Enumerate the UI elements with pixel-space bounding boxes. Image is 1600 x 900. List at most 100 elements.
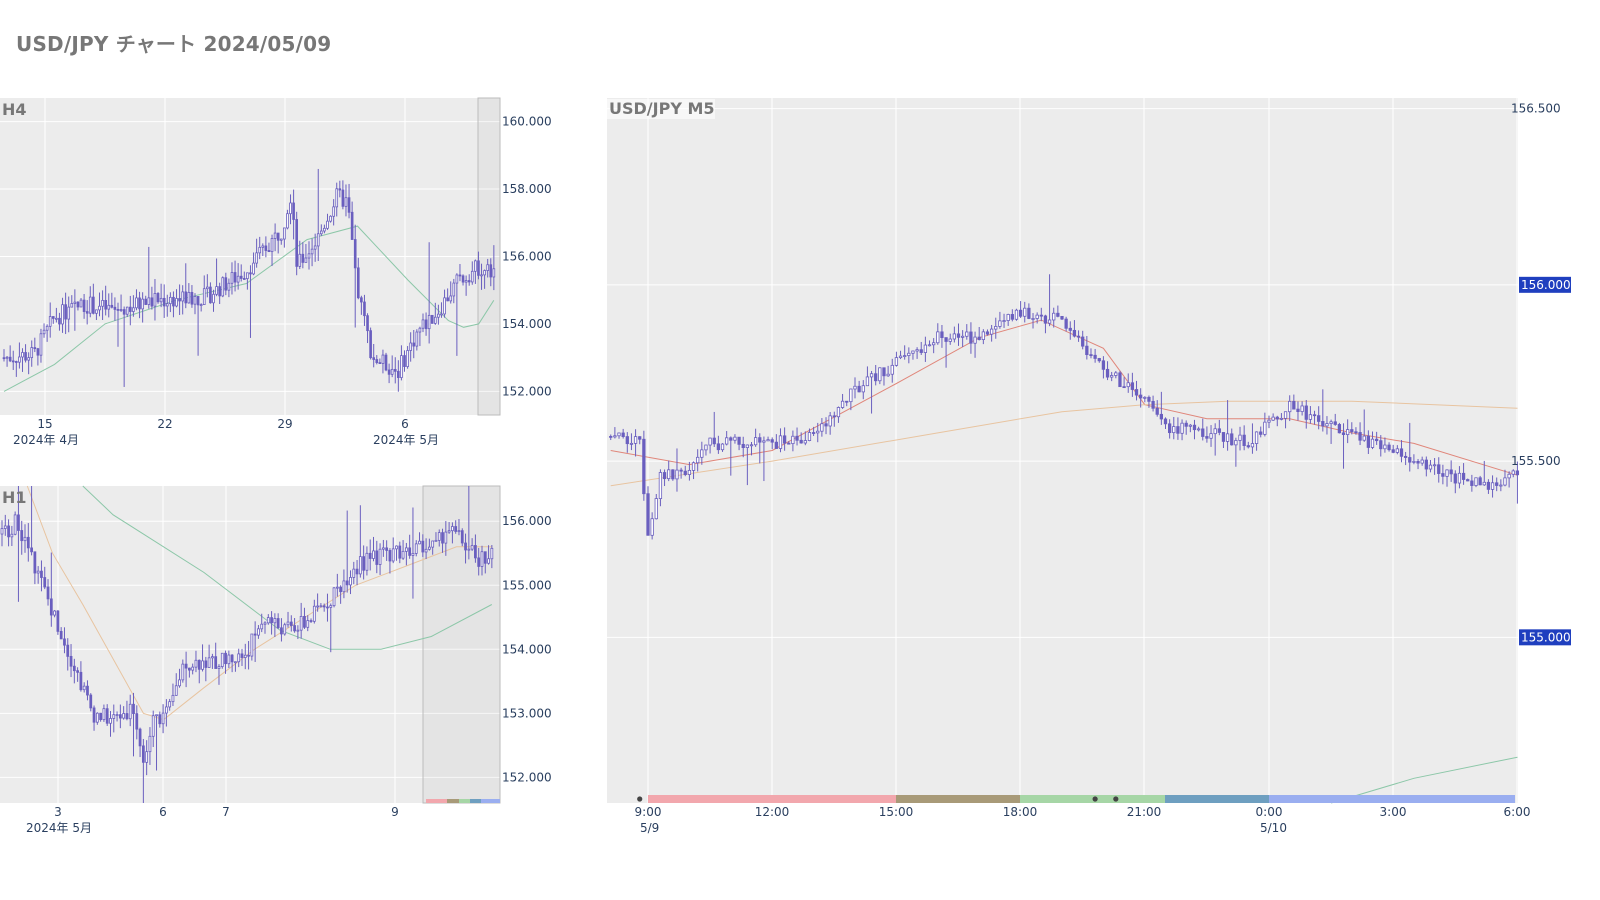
candle-body [260, 623, 264, 630]
candle-body [1283, 411, 1288, 419]
candle-body [73, 301, 77, 304]
candle-body [474, 545, 477, 559]
candle-body [153, 293, 157, 307]
candle-body [621, 432, 625, 437]
candle-body [1424, 459, 1428, 470]
candle-body [1081, 336, 1085, 347]
candle-body [985, 331, 990, 335]
candle-body [215, 286, 218, 295]
candle-body [221, 277, 225, 297]
candle-body [304, 257, 308, 263]
candle-body [387, 369, 391, 375]
session-marker [1113, 796, 1119, 802]
candle-body [24, 352, 27, 361]
candle-body [464, 280, 468, 283]
candle-body [1242, 434, 1246, 446]
candle-body [79, 299, 83, 308]
candle-body [454, 526, 458, 532]
candle-body [263, 622, 267, 625]
candle-body [708, 437, 712, 446]
candle-body [1068, 327, 1072, 331]
candle-body [483, 551, 487, 564]
candle-body [264, 245, 268, 251]
candle-body [246, 272, 249, 280]
candle-body [66, 644, 70, 657]
candle-body [1039, 314, 1043, 317]
candle-body [421, 319, 425, 329]
candle-body [787, 442, 791, 445]
candle-body [391, 548, 395, 562]
candle-body [353, 239, 357, 269]
candle-body [276, 232, 280, 241]
x-tick-label: 22 [157, 417, 172, 431]
session-bar-segment [426, 799, 447, 803]
candle-body [307, 253, 311, 259]
candle-body [102, 708, 106, 721]
candle-body [110, 304, 114, 308]
candle-body [172, 296, 175, 307]
candle-body [171, 694, 175, 703]
candle-body [965, 331, 969, 337]
candle-body [40, 570, 43, 578]
candle-body [704, 444, 708, 451]
candle-body [791, 435, 795, 445]
y-tick-label: 160.000 [502, 115, 552, 129]
price-badge-label: 155.000 [1521, 630, 1571, 644]
candle-body [434, 539, 438, 542]
candle-body [164, 706, 168, 714]
candle-body [196, 296, 200, 306]
candle-body [85, 311, 89, 314]
candle-body [212, 293, 215, 304]
candle-body [289, 202, 292, 215]
candle-body [414, 543, 418, 554]
candle-body [849, 388, 853, 403]
candle-body [1375, 438, 1379, 442]
candle-body [1511, 470, 1515, 475]
candle-body [156, 293, 160, 303]
candle-body [125, 713, 129, 720]
candle-body [1072, 329, 1077, 337]
candle-body [474, 260, 477, 272]
candle-body [424, 548, 428, 553]
candle-body [1432, 464, 1437, 467]
x-tick-label: 6:00 [1504, 805, 1531, 819]
candle-body [10, 533, 14, 538]
candle-body [1101, 360, 1106, 370]
candle-body [1441, 473, 1445, 477]
x-tick-label: 7 [222, 805, 230, 819]
candle-body [355, 568, 359, 575]
candle-body [1176, 426, 1180, 434]
range-highlight [477, 97, 501, 416]
candle-body [138, 728, 142, 747]
candle-body [998, 320, 1002, 327]
y-tick-label: 152.000 [502, 770, 552, 784]
candle-body [375, 359, 379, 363]
candle-body [1052, 312, 1056, 321]
candle-body [368, 552, 372, 559]
candle-body [145, 751, 149, 763]
candle-body [99, 712, 103, 721]
candle-body [1312, 414, 1317, 417]
candle-body [1056, 312, 1060, 317]
candle-body [683, 470, 687, 475]
candle-body [233, 272, 237, 283]
panel-title-bg [607, 99, 715, 119]
candle-body [424, 319, 428, 330]
candle-body [1486, 481, 1491, 490]
candle-body [1387, 444, 1391, 451]
candle-body [1246, 445, 1250, 448]
candle-body [119, 309, 123, 311]
candle-body [754, 437, 758, 446]
candle-body [427, 314, 431, 330]
candle-body [162, 297, 166, 307]
y-tick-label: 154.000 [502, 317, 552, 331]
candle-body [165, 303, 169, 307]
candle-body [352, 568, 356, 578]
candle-body [1147, 396, 1151, 402]
candle-body [326, 220, 329, 229]
candle-body [358, 556, 362, 575]
candle-body [1254, 431, 1259, 444]
candle-body [492, 268, 496, 278]
y-tick-label: 153.000 [502, 706, 552, 720]
candle-body [1014, 309, 1019, 320]
